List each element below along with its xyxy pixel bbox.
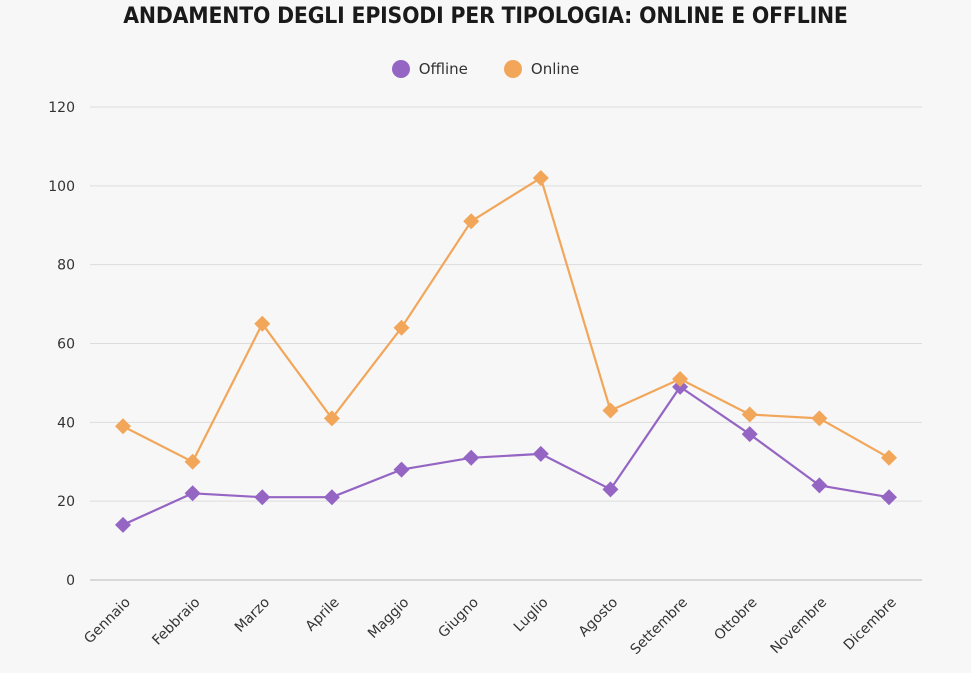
data-point-online[interactable] bbox=[393, 319, 410, 336]
grid-lines bbox=[90, 106, 922, 581]
data-point-offline[interactable] bbox=[881, 489, 897, 506]
data-point-online[interactable] bbox=[254, 315, 271, 332]
data-point-offline[interactable] bbox=[811, 477, 828, 494]
legend-label-offline: Offline bbox=[418, 60, 468, 78]
data-point-offline[interactable] bbox=[184, 485, 201, 502]
x-tick-label: Ottobre bbox=[711, 595, 760, 644]
data-point-online[interactable] bbox=[811, 410, 828, 427]
legend-label-online: Online bbox=[530, 60, 580, 78]
legend-item-online[interactable]: Online bbox=[503, 60, 580, 78]
data-point-online[interactable] bbox=[741, 406, 758, 423]
data-point-online[interactable] bbox=[881, 449, 897, 466]
data-point-online[interactable] bbox=[532, 169, 549, 186]
data-point-offline[interactable] bbox=[393, 461, 410, 478]
series-group bbox=[115, 169, 897, 533]
data-point-online[interactable] bbox=[463, 213, 480, 230]
data-point-offline[interactable] bbox=[254, 489, 271, 506]
x-tick-label: Aprile bbox=[303, 595, 343, 635]
data-point-offline[interactable] bbox=[602, 481, 619, 498]
data-point-offline[interactable] bbox=[532, 445, 549, 462]
series-line-online bbox=[122, 176, 890, 463]
x-tick-label: Agosto bbox=[576, 595, 622, 641]
x-axis: Gennaio Febbraio Marzo Aprile Maggio Giugno Lu… bbox=[81, 595, 900, 658]
y-tick-label: 20 bbox=[57, 494, 75, 510]
x-tick-label: Gennaio bbox=[81, 595, 134, 648]
x-tick-label: Luglio bbox=[511, 595, 552, 636]
y-tick-label: 0 bbox=[66, 573, 75, 589]
x-tick-label: Febbraio bbox=[149, 595, 203, 649]
x-tick-label: Novembre bbox=[768, 595, 831, 658]
legend-item-offline[interactable]: Offline bbox=[391, 60, 468, 78]
x-tick-label: Giugno bbox=[435, 595, 482, 642]
data-point-online[interactable] bbox=[115, 418, 131, 435]
series-offline bbox=[115, 378, 897, 533]
y-tick-label: 40 bbox=[57, 415, 75, 431]
legend-swatch-offline bbox=[391, 60, 410, 78]
data-point-offline[interactable] bbox=[741, 426, 758, 443]
y-axis: 0 20 40 60 80 100 120 bbox=[48, 100, 75, 589]
x-tick-label: Maggio bbox=[365, 595, 412, 642]
data-point-online[interactable] bbox=[602, 402, 619, 419]
y-tick-label: 100 bbox=[48, 179, 75, 195]
series-line-offline bbox=[122, 385, 890, 526]
data-point-offline[interactable] bbox=[115, 516, 131, 533]
data-point-online[interactable] bbox=[323, 410, 340, 427]
series-online bbox=[115, 169, 897, 470]
chart-legend: Offline Online bbox=[0, 60, 971, 78]
chart-title: ANDAMENTO DEGLI EPISODI PER TIPOLOGIA: O… bbox=[123, 4, 848, 29]
data-point-offline[interactable] bbox=[323, 489, 340, 506]
legend-swatch-online bbox=[503, 60, 522, 78]
x-tick-label: Dicembre bbox=[841, 595, 900, 654]
data-point-online[interactable] bbox=[184, 453, 201, 470]
y-tick-label: 80 bbox=[57, 258, 75, 274]
x-tick-label: Settembre bbox=[628, 595, 691, 658]
x-tick-label: Marzo bbox=[232, 595, 273, 636]
y-tick-label: 120 bbox=[48, 100, 75, 116]
y-tick-label: 60 bbox=[57, 337, 75, 353]
data-point-online[interactable] bbox=[672, 370, 689, 387]
data-point-offline[interactable] bbox=[463, 449, 480, 466]
